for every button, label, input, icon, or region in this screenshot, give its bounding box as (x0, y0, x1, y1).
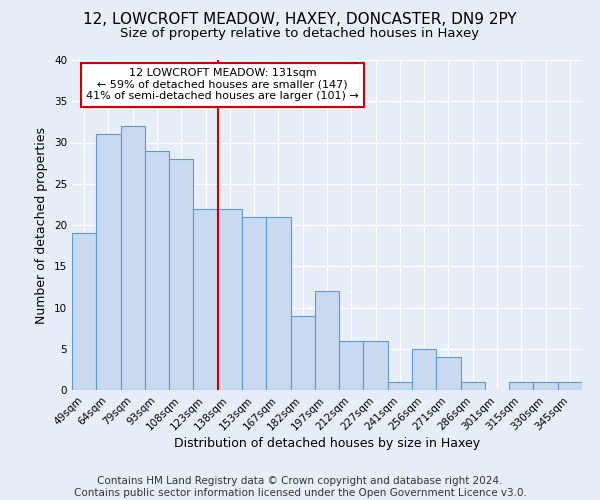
Text: Contains HM Land Registry data © Crown copyright and database right 2024.
Contai: Contains HM Land Registry data © Crown c… (74, 476, 526, 498)
Bar (461, 382, 485, 390)
Bar (388, 382, 412, 390)
Bar (436, 357, 461, 390)
Bar (218, 208, 242, 390)
X-axis label: Distribution of detached houses by size in Haxey: Distribution of detached houses by size … (174, 438, 480, 450)
Bar (169, 159, 193, 390)
Bar (533, 382, 558, 390)
Bar (96, 134, 121, 390)
Text: Size of property relative to detached houses in Haxey: Size of property relative to detached ho… (121, 28, 479, 40)
Bar (315, 291, 339, 390)
Bar (266, 217, 290, 390)
Bar (242, 217, 266, 390)
Bar (145, 151, 169, 390)
Bar (558, 382, 582, 390)
Bar (121, 126, 145, 390)
Bar (509, 382, 533, 390)
Bar (290, 316, 315, 390)
Bar (193, 208, 218, 390)
Text: 12, LOWCROFT MEADOW, HAXEY, DONCASTER, DN9 2PY: 12, LOWCROFT MEADOW, HAXEY, DONCASTER, D… (83, 12, 517, 28)
Bar (412, 349, 436, 390)
Bar (72, 233, 96, 390)
Bar (339, 340, 364, 390)
Y-axis label: Number of detached properties: Number of detached properties (35, 126, 49, 324)
Text: 12 LOWCROFT MEADOW: 131sqm
← 59% of detached houses are smaller (147)
41% of sem: 12 LOWCROFT MEADOW: 131sqm ← 59% of deta… (86, 68, 359, 102)
Bar (364, 340, 388, 390)
